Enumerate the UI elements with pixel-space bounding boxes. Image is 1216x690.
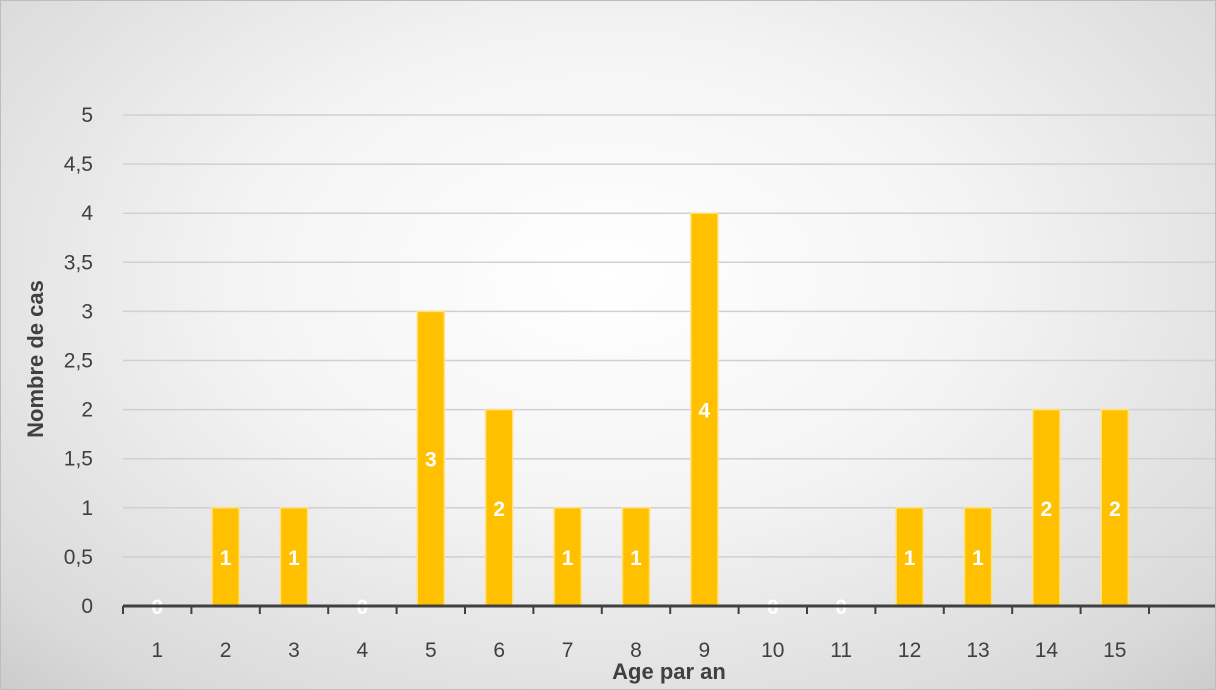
data-label: 1 <box>630 547 642 570</box>
x-tick-label: 4 <box>357 639 369 662</box>
bar <box>963 507 993 607</box>
bar <box>621 507 651 607</box>
bar <box>1032 408 1061 607</box>
bar <box>690 212 719 607</box>
data-label: 1 <box>972 547 984 570</box>
x-tick-label: 1 <box>151 639 163 662</box>
x-tick-label: 7 <box>562 639 574 662</box>
data-label: 2 <box>1109 498 1121 521</box>
x-tick-label: 6 <box>493 639 505 662</box>
y-tick-label: 2 <box>81 399 93 422</box>
y-tick-label: 2,5 <box>64 350 93 373</box>
y-tick-label: 0 <box>81 595 93 618</box>
y-tick-label: 4,5 <box>64 153 93 176</box>
data-label: 4 <box>699 400 711 423</box>
x-tick-label: 15 <box>1103 639 1126 662</box>
y-tick-label: 4 <box>81 202 93 225</box>
data-label: 1 <box>562 547 574 570</box>
y-axis-title: Nombre de cas <box>23 280 48 438</box>
y-tick-label: 5 <box>81 104 93 127</box>
data-labels: 011032114001122 <box>151 400 1120 619</box>
x-tick-label: 3 <box>288 639 300 662</box>
data-label: 3 <box>425 449 437 472</box>
data-label: 2 <box>1041 498 1053 521</box>
x-tick-label: 9 <box>699 639 711 662</box>
x-tick-label: 11 <box>830 639 852 662</box>
x-tick-label: 10 <box>761 639 784 662</box>
bar <box>279 507 309 607</box>
y-tick-label: 1 <box>81 497 93 520</box>
x-axis-title: Age par an <box>612 659 726 684</box>
data-label: 1 <box>220 547 232 570</box>
bar <box>553 507 582 607</box>
x-tick-label: 8 <box>630 639 642 662</box>
bar <box>484 408 514 607</box>
data-label: 1 <box>288 547 300 570</box>
data-label: 1 <box>904 547 916 570</box>
bar <box>211 507 240 607</box>
y-tick-label: 3,5 <box>64 251 93 274</box>
y-tick-label: 0,5 <box>64 546 93 569</box>
data-label: 2 <box>493 498 505 521</box>
x-tick-label: 5 <box>425 639 437 662</box>
x-tick-label: 12 <box>898 639 921 662</box>
axes: 00,511,522,533,544,551 2 3 4 5 6 7 8 9 10 11 12 13 14… <box>64 104 1215 662</box>
x-tick-label: 2 <box>220 639 232 662</box>
y-tick-label: 1,5 <box>64 448 93 471</box>
x-tick-label: 14 <box>1035 639 1059 662</box>
y-tick-label: 3 <box>81 300 93 323</box>
x-tick-label: 13 <box>966 639 989 662</box>
